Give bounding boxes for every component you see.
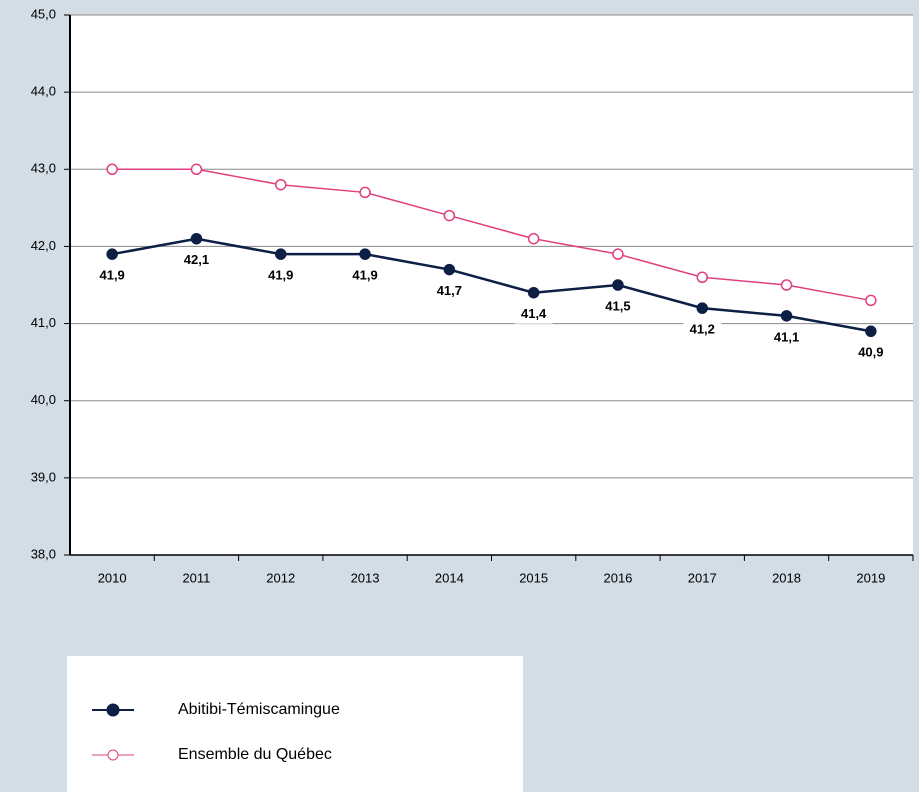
legend-box xyxy=(67,656,523,792)
marker xyxy=(359,186,371,199)
y-tick-label: 43,0 xyxy=(31,161,56,176)
value-label: 41,2 xyxy=(690,322,715,337)
x-tick-label: 2015 xyxy=(519,570,548,585)
plot-area xyxy=(70,15,913,555)
value-label: 41,9 xyxy=(268,268,293,283)
x-tick-label: 2013 xyxy=(351,570,380,585)
value-label: 41,4 xyxy=(521,306,547,321)
x-tick-label: 2017 xyxy=(688,570,717,585)
marker xyxy=(443,263,456,276)
label-bg xyxy=(767,328,806,347)
marker xyxy=(865,325,877,338)
marker xyxy=(696,271,708,284)
marker xyxy=(780,279,793,291)
label-bg xyxy=(346,267,385,286)
series-line xyxy=(111,237,872,333)
value-label: 41,5 xyxy=(605,298,630,313)
label-bg xyxy=(683,321,722,340)
marker xyxy=(190,163,203,176)
label-bg xyxy=(514,305,553,324)
marker xyxy=(275,178,287,191)
label-bg xyxy=(177,251,216,270)
marker xyxy=(527,286,540,299)
marker xyxy=(696,302,708,314)
label-bg xyxy=(430,282,469,301)
x-tick-label: 2012 xyxy=(266,570,295,585)
legend-label: Ensemble du Québec xyxy=(178,746,332,763)
legend-label: Abitibi-Témiscamingue xyxy=(178,701,340,718)
value-label: 41,1 xyxy=(774,329,799,344)
y-tick-label: 44,0 xyxy=(31,84,56,99)
legend-marker xyxy=(107,749,119,761)
label-bg xyxy=(851,344,890,363)
label-bg xyxy=(261,267,300,286)
value-label: 41,9 xyxy=(99,268,124,283)
series-line xyxy=(112,168,871,302)
label-bg xyxy=(93,267,132,286)
x-tick-label: 2019 xyxy=(856,570,885,585)
x-tick-label: 2011 xyxy=(182,570,210,585)
y-tick-label: 41,0 xyxy=(31,315,56,330)
marker xyxy=(275,248,287,260)
x-tick-label: 2016 xyxy=(603,570,632,585)
marker xyxy=(612,248,624,260)
x-tick-label: 2018 xyxy=(772,570,801,585)
marker xyxy=(443,209,456,222)
value-label: 41,9 xyxy=(352,268,377,283)
marker xyxy=(527,232,540,245)
y-tick-label: 40,0 xyxy=(31,392,56,407)
y-tick-label: 39,0 xyxy=(31,469,56,484)
marker xyxy=(612,279,624,291)
x-tick-label: 2014 xyxy=(435,570,464,585)
value-label: 41,7 xyxy=(437,283,462,298)
label-bg xyxy=(598,298,637,316)
marker xyxy=(359,248,371,260)
value-label: 42,1 xyxy=(184,252,209,267)
marker xyxy=(780,310,793,322)
y-tick-label: 42,0 xyxy=(31,238,56,253)
y-tick-label: 38,0 xyxy=(31,546,56,561)
marker xyxy=(190,232,203,245)
marker xyxy=(106,248,118,260)
x-tick-label: 2010 xyxy=(98,570,127,585)
legend-marker xyxy=(106,703,120,717)
y-tick-label: 45,0 xyxy=(31,6,56,21)
marker xyxy=(106,163,118,176)
marker xyxy=(865,294,877,307)
value-label: 40,9 xyxy=(858,345,883,360)
